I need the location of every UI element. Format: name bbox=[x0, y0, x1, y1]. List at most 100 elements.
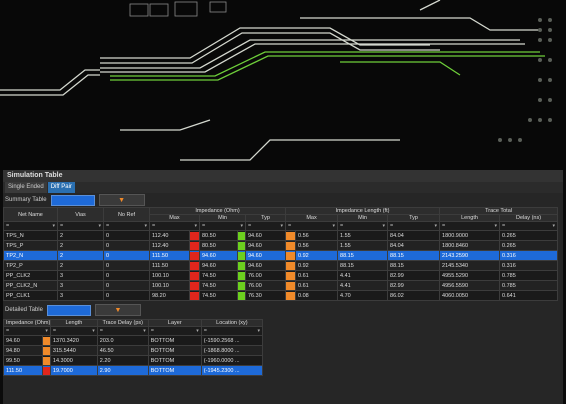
cell-length: 4955.5290 bbox=[439, 270, 501, 281]
imp-min-swatch bbox=[238, 241, 245, 250]
summary-filter-cell[interactable]: = ▾ bbox=[285, 221, 339, 231]
dropdown-icon[interactable]: ▾ bbox=[552, 223, 556, 229]
dropdown-icon[interactable]: ▾ bbox=[194, 223, 197, 229]
summary-filter-cell[interactable]: = ▾ bbox=[3, 221, 58, 231]
cell-len-min: 88.15 bbox=[337, 260, 389, 271]
dropdown-icon[interactable]: ▾ bbox=[52, 223, 55, 229]
len-swatch-cell bbox=[285, 270, 297, 281]
imp-min-swatch bbox=[238, 271, 245, 280]
summary-filter-cell[interactable]: = ▾ bbox=[387, 221, 441, 231]
col-detail-trace-delay[interactable]: Trace Delay (ps) bbox=[96, 319, 149, 327]
cell-net-name: PP_CLK1 bbox=[3, 290, 58, 301]
dropdown-icon[interactable]: ▾ bbox=[332, 223, 336, 229]
funnel-icon: ▼ bbox=[114, 306, 122, 314]
pcb-traces bbox=[0, 0, 552, 161]
summary-filter-cell[interactable]: = ▾ bbox=[439, 221, 501, 231]
detail-filter-cell[interactable]: = ▾ bbox=[49, 326, 98, 336]
table-row[interactable]: PP_CLK1 3 0 98.20 74.50 76.30 0.08 4.70 86.02 406… bbox=[3, 290, 559, 301]
dropdown-icon[interactable]: ▾ bbox=[98, 223, 101, 229]
col-detail-impedance[interactable]: Impedance (Ohm) bbox=[3, 319, 51, 327]
dropdown-icon[interactable]: ▾ bbox=[382, 223, 386, 229]
imp-min-swatch bbox=[238, 231, 245, 240]
col-no-ref[interactable]: No Ref bbox=[103, 207, 150, 222]
panel-title: Simulation Table bbox=[3, 170, 563, 182]
col-len-max[interactable]: Max bbox=[285, 214, 339, 222]
tab-single-ended[interactable]: Single Ended bbox=[5, 182, 47, 193]
col-len-min[interactable]: Min bbox=[337, 214, 389, 222]
table-row[interactable]: TP2_P 2 0 111.50 94.60 94.60 0.92 88.15 88.15 214… bbox=[3, 260, 559, 271]
col-length[interactable]: Length bbox=[439, 214, 501, 222]
impedance-swatch-cell bbox=[41, 355, 51, 366]
cell-net-name: PP_CLK2 bbox=[3, 270, 58, 281]
filter-operator: = bbox=[60, 223, 64, 229]
cell-trace-delay: 46.50 bbox=[96, 345, 149, 356]
summary-filter-cell[interactable]: = ▾ bbox=[149, 221, 200, 231]
col-vias[interactable]: Vias bbox=[57, 207, 104, 222]
cell-layer: BOTTOM bbox=[147, 335, 202, 346]
table-row[interactable]: 111.50 19.7000 2.90 BOTTOM (-1945.2300 ... bbox=[3, 365, 264, 376]
detail-filter-cell[interactable]: = ▾ bbox=[147, 326, 202, 336]
detailed-table-selector[interactable] bbox=[46, 304, 91, 316]
summary-filter-cell[interactable]: = ▾ bbox=[103, 221, 150, 231]
filter-operator: = bbox=[340, 223, 344, 229]
cell-imp-typ: 94.60 bbox=[244, 260, 287, 271]
col-detail-length[interactable]: Length bbox=[49, 319, 98, 327]
summary-filter-cell[interactable]: = ▾ bbox=[244, 221, 287, 231]
cell-len-typ: 82.99 bbox=[387, 280, 441, 291]
dropdown-icon[interactable]: ▾ bbox=[434, 223, 438, 229]
dropdown-icon[interactable]: ▾ bbox=[92, 328, 95, 334]
col-len-typ[interactable]: Typ bbox=[387, 214, 441, 222]
cell-no-ref: 0 bbox=[103, 280, 150, 291]
cell-imp-min: 74.50 bbox=[199, 270, 238, 281]
cell-imp-typ: 76.30 bbox=[244, 290, 287, 301]
table-row[interactable]: 94.60 1370.3420 203.0 BOTTOM (-1590.2568 ... bbox=[3, 335, 264, 346]
table-row[interactable]: PP_CLK2_N 3 0 100.10 74.50 76.00 0.61 4.41 82.99… bbox=[3, 280, 559, 291]
col-net-name[interactable]: Net Name bbox=[3, 207, 58, 222]
filter-operator: = bbox=[152, 223, 156, 229]
detail-filter-cell[interactable]: = ▾ bbox=[96, 326, 149, 336]
summary-filter-cell[interactable]: = ▾ bbox=[499, 221, 559, 231]
cell-vias: 2 bbox=[57, 250, 104, 261]
detailed-filter-bar: Detailed Table ▼ bbox=[3, 303, 563, 317]
imp-min-swatch-cell bbox=[237, 270, 246, 281]
detail-filter-cell[interactable]: = ▾ bbox=[3, 326, 51, 336]
cell-impedance: 99.50 bbox=[3, 355, 43, 366]
table-row[interactable]: TPS_P 2 0 112.40 80.50 94.60 0.56 1.55 84.04 1800… bbox=[3, 240, 559, 251]
table-row[interactable]: 99.50 14.3000 2.20 BOTTOM (-1960.0000 ... bbox=[3, 355, 264, 366]
impedance-swatch bbox=[43, 336, 50, 345]
col-detail-location[interactable]: Location (xy) bbox=[200, 319, 264, 327]
table-row[interactable]: 94.80 315.5440 46.50 BOTTOM (-1868.8000 ... bbox=[3, 345, 264, 356]
cell-length: 1800.8460 bbox=[439, 240, 501, 251]
tab-diff-pair[interactable]: Diff Pair bbox=[47, 182, 75, 193]
dropdown-icon[interactable]: ▾ bbox=[196, 328, 199, 334]
col-imp-min[interactable]: Min bbox=[199, 214, 246, 222]
len-swatch bbox=[286, 231, 295, 240]
dropdown-icon[interactable]: ▾ bbox=[143, 328, 146, 334]
col-detail-layer[interactable]: Layer bbox=[147, 319, 202, 327]
detail-filter-cell[interactable]: = ▾ bbox=[200, 326, 264, 336]
dropdown-icon[interactable]: ▾ bbox=[240, 223, 243, 229]
detailed-filter-button[interactable]: ▼ bbox=[94, 304, 141, 316]
impedance-swatch-cell bbox=[41, 335, 51, 346]
table-row[interactable]: TPS_N 2 0 112.40 80.50 94.60 0.56 1.55 84.04 1800… bbox=[3, 230, 559, 241]
dropdown-icon[interactable]: ▾ bbox=[144, 223, 147, 229]
summary-filter-cell[interactable]: = ▾ bbox=[337, 221, 389, 231]
summary-table-selector[interactable] bbox=[50, 194, 95, 206]
dropdown-icon[interactable]: ▾ bbox=[494, 223, 498, 229]
col-imp-typ[interactable]: Typ bbox=[244, 214, 287, 222]
imp-max-swatch bbox=[190, 261, 199, 270]
pcb-layout-view[interactable] bbox=[0, 0, 566, 170]
col-delay[interactable]: Delay (ns) bbox=[499, 214, 559, 222]
summary-filter-button[interactable]: ▼ bbox=[98, 194, 145, 206]
col-imp-max[interactable]: Max bbox=[149, 214, 200, 222]
table-row[interactable]: TP2_N 2 0 111.50 94.60 94.60 0.92 88.15 88.15 214… bbox=[3, 250, 559, 261]
imp-min-swatch-cell bbox=[237, 290, 246, 301]
table-row[interactable]: PP_CLK2 3 0 100.10 74.50 76.00 0.61 4.41 82.99 49… bbox=[3, 270, 559, 281]
dropdown-icon[interactable]: ▾ bbox=[257, 328, 260, 334]
imp-min-swatch bbox=[238, 261, 245, 270]
summary-filter-cell[interactable]: = ▾ bbox=[57, 221, 104, 231]
cell-len-min: 1.55 bbox=[337, 240, 389, 251]
summary-filter-cell[interactable]: = ▾ bbox=[199, 221, 246, 231]
dropdown-icon[interactable]: ▾ bbox=[280, 223, 284, 229]
dropdown-icon[interactable]: ▾ bbox=[45, 328, 48, 334]
